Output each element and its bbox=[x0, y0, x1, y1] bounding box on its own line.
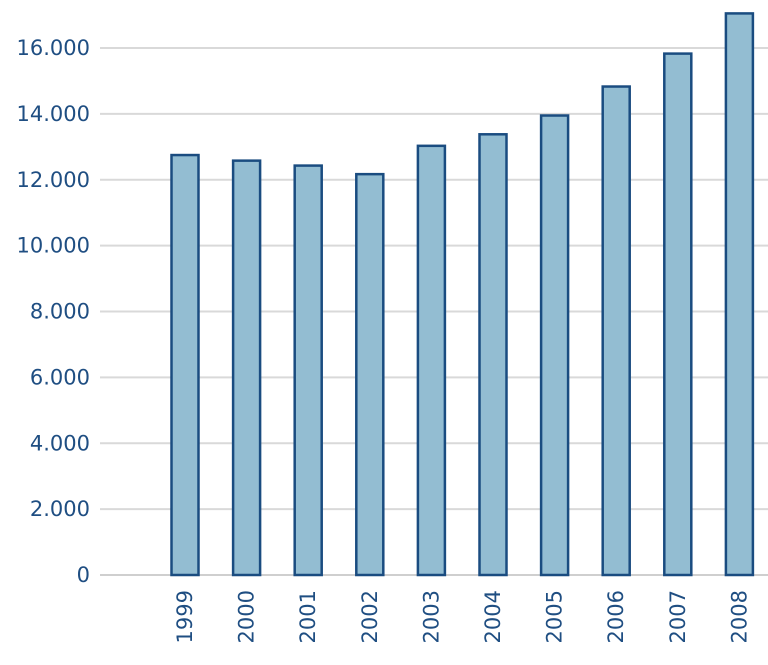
y-tick-label: 16.000 bbox=[17, 36, 90, 60]
y-tick-label: 0 bbox=[77, 563, 90, 587]
bar-2006 bbox=[601, 85, 631, 577]
y-tick-label: 6.000 bbox=[30, 365, 90, 389]
bar-2003 bbox=[416, 144, 447, 577]
bar-2000 bbox=[231, 159, 262, 577]
x-tick-label-1999: 1999 bbox=[173, 590, 197, 643]
x-tick-label-2003: 2003 bbox=[419, 590, 443, 643]
x-tick-label-2002: 2002 bbox=[358, 590, 382, 643]
x-tick-label-2000: 2000 bbox=[235, 590, 259, 643]
y-tick-label: 4.000 bbox=[30, 431, 90, 455]
x-tick-label-2004: 2004 bbox=[481, 590, 505, 643]
x-tick-label-2005: 2005 bbox=[543, 590, 567, 643]
bar-1999 bbox=[170, 153, 200, 577]
x-tick-label-2008: 2008 bbox=[727, 590, 751, 643]
y-axis-tick-labels: 0 2.000 4.000 6.000 8.000 10.000 12.000 14.000 1… bbox=[17, 36, 90, 587]
x-tick-label-2006: 2006 bbox=[604, 590, 628, 643]
y-tick-label: 12.000 bbox=[17, 168, 90, 192]
bar-2004 bbox=[478, 133, 508, 577]
y-tick-label: 10.000 bbox=[17, 234, 90, 258]
bar-2001 bbox=[293, 164, 323, 577]
x-tick-label-2001: 2001 bbox=[296, 590, 320, 643]
y-tick-label: 14.000 bbox=[17, 102, 90, 126]
bar-2005 bbox=[539, 114, 570, 577]
x-axis-tick-labels: 1999 2000 2001 2002 2003 2004 2005 2006 2007 2008 bbox=[173, 590, 751, 643]
bar-2008 bbox=[724, 12, 755, 577]
bar-2002 bbox=[355, 172, 385, 577]
x-tick-label-2007: 2007 bbox=[666, 590, 690, 643]
y-tick-label: 2.000 bbox=[30, 497, 90, 521]
bars bbox=[170, 12, 755, 577]
y-tick-label: 8.000 bbox=[30, 300, 90, 324]
bar-2007 bbox=[663, 52, 693, 577]
